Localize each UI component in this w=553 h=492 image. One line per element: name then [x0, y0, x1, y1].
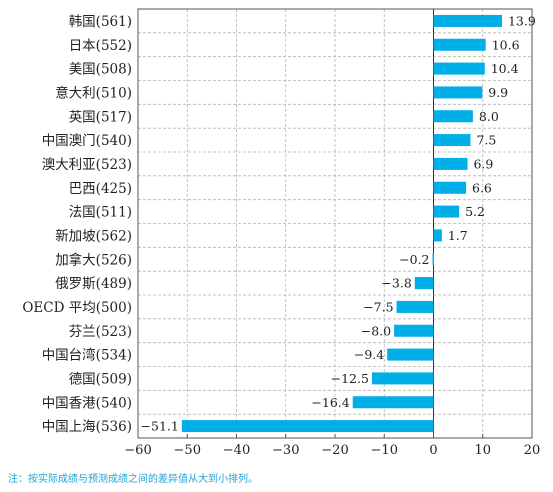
bar: [432, 253, 435, 266]
category-label: 俄罗斯(489): [55, 276, 132, 292]
category-label: 中国台湾(534): [42, 347, 132, 364]
category-label: 中国澳门(540): [42, 133, 132, 149]
bar: [433, 134, 471, 147]
bar-value-label: −9.4: [354, 347, 384, 362]
bar-value-label: −7.5: [363, 299, 393, 314]
bar: [371, 372, 434, 385]
x-tick-label: −50: [174, 443, 201, 458]
bar: [433, 14, 502, 27]
bar: [387, 348, 434, 361]
bar-value-label: 8.0: [479, 109, 499, 124]
bar: [433, 181, 467, 194]
bar-value-label: −3.8: [381, 276, 411, 291]
category-label: 中国香港(540): [42, 395, 132, 411]
bar: [433, 157, 468, 170]
category-label: 法国(511): [69, 205, 132, 221]
x-tick-label: −40: [223, 443, 250, 458]
x-tick-label: 10: [474, 443, 491, 458]
category-label: 中国上海(536): [42, 419, 132, 435]
chart-note: 注：按实际成绩与预测成绩之间的差异值从大到小排列。: [8, 474, 258, 485]
category-label: 芬兰(523): [69, 324, 132, 340]
bar-value-label: 13.9: [508, 13, 536, 28]
bar: [394, 324, 434, 337]
x-tick-label: −30: [272, 443, 299, 458]
category-label: 韩国(561): [69, 14, 132, 30]
bar-value-label: −8.0: [361, 323, 391, 338]
category-label: 新加坡(562): [55, 228, 132, 244]
bar-value-label: 10.4: [491, 61, 519, 76]
x-tick-label: −20: [321, 443, 348, 458]
category-label: 加拿大(526): [55, 251, 132, 268]
category-label: 澳大利亚(523): [42, 157, 132, 173]
bar: [181, 420, 434, 433]
bar-value-label: 6.9: [473, 156, 493, 171]
bar: [433, 86, 483, 99]
category-label: 巴西(425): [69, 181, 132, 197]
bar: [433, 110, 473, 123]
bar-value-label: 10.6: [492, 37, 520, 52]
bar-value-label: 9.9: [488, 85, 508, 100]
bar: [433, 38, 486, 51]
category-label: 日本(552): [69, 38, 132, 54]
x-tick-label: 0: [429, 443, 437, 458]
bar-value-label: −0.2: [399, 252, 429, 267]
bar-value-label: 1.7: [448, 228, 468, 243]
bar: [433, 205, 460, 218]
bar: [396, 300, 434, 313]
x-tick-label: −10: [371, 443, 398, 458]
bar-value-label: 5.2: [465, 204, 485, 219]
bar: [414, 277, 434, 290]
category-label: 意大利(510): [55, 84, 132, 101]
x-tick-label: −60: [124, 443, 151, 458]
category-label: OECD 平均(500): [22, 300, 132, 316]
bar-value-label: 6.6: [472, 180, 492, 195]
bar: [433, 229, 442, 242]
bar: [352, 396, 434, 409]
category-label: 英国(517): [69, 108, 132, 125]
bar-value-label: −16.4: [311, 395, 349, 410]
x-tick-label: 20: [524, 443, 541, 458]
bar-value-label: −12.5: [331, 371, 369, 386]
bar: [433, 62, 485, 75]
category-label: 美国(508): [69, 62, 132, 78]
category-label: 德国(509): [69, 371, 132, 387]
bar-value-label: 7.5: [476, 133, 496, 148]
bar-value-label: −51.1: [141, 419, 179, 434]
